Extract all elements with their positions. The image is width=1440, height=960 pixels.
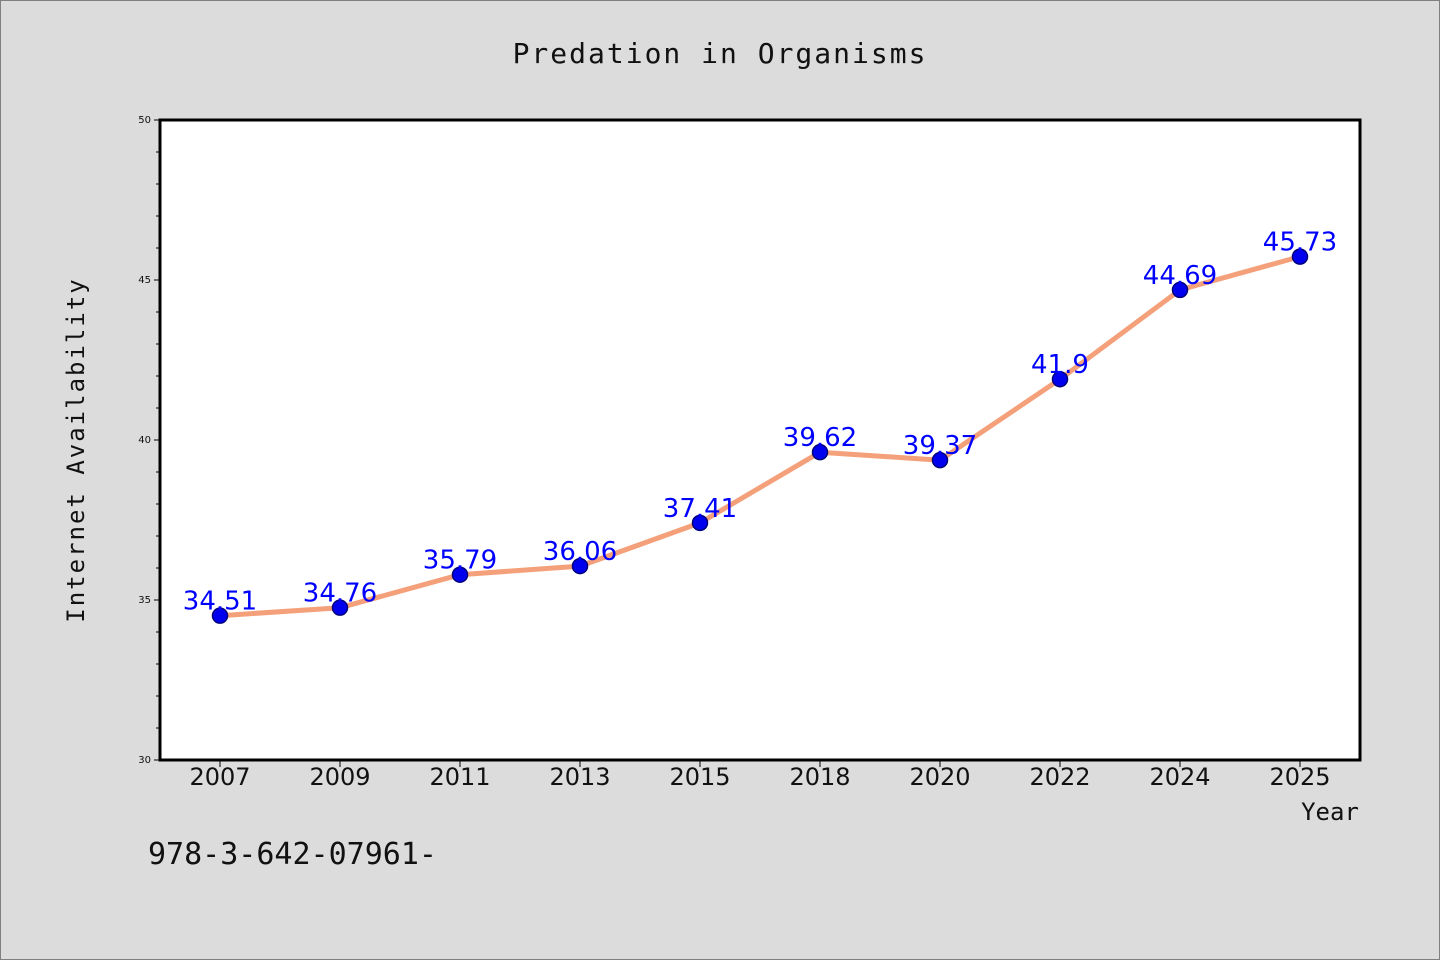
data-point [331,599,349,616]
data-labels-group: 34.51 34.76 35.79 36.06 37.41 39.62 39.37 41.9 4… [183,228,1337,617]
y-tick-label: 50 [138,115,151,126]
x-axis: 2007 2009 2011 2013 2015 2018 2020 2022 2024 2025 [189,760,1331,791]
data-label: 39.37 [903,431,977,461]
chart-title: Predation in Organisms [513,37,928,70]
markers-group [211,248,1309,624]
data-label: 36.06 [543,537,617,567]
data-label: 37.41 [663,494,737,524]
data-label: 35.79 [423,546,497,576]
data-point [451,566,469,583]
data-label: 45.73 [1263,228,1337,258]
data-point [211,607,229,624]
x-tick-label: 2025 [1269,763,1330,791]
y-tick-label: 30 [138,755,151,766]
data-point [1051,370,1069,388]
x-tick-label: 2024 [1149,763,1210,791]
x-tick-label: 2022 [1029,763,1090,791]
data-point [691,514,709,532]
series-line [219,254,1301,619]
x-tick-label: 2020 [909,763,970,791]
x-tick-label: 2011 [429,763,490,791]
series-line-group [219,254,1301,619]
plot-area [160,120,1360,760]
x-axis-label: Year [1301,798,1359,826]
data-point [931,451,949,469]
y-tick-label: 45 [138,275,151,286]
data-label: 44.69 [1143,261,1217,291]
x-tick-label: 2009 [309,763,370,791]
data-point [1291,248,1309,265]
plot-border [158,118,1362,762]
data-point [811,443,829,461]
data-point [1171,281,1189,299]
y-axis: 30 35 40 45 50 [138,115,160,766]
x-tick-label: 2007 [189,763,250,791]
y-tick-label: 40 [138,435,151,446]
data-point [571,557,589,575]
y-tick-label: 35 [138,595,151,606]
x-tick-label: 2013 [549,763,610,791]
data-label: 34.76 [303,579,377,609]
data-label: 34.51 [183,587,257,617]
data-label: 39.62 [783,423,857,453]
data-label: 41.9 [1031,350,1089,380]
footer-code: 978-3-642-07961- [148,837,437,872]
y-axis-label: Internet Availability [62,277,90,622]
x-tick-label: 2018 [789,763,850,791]
x-tick-label: 2015 [669,763,730,791]
